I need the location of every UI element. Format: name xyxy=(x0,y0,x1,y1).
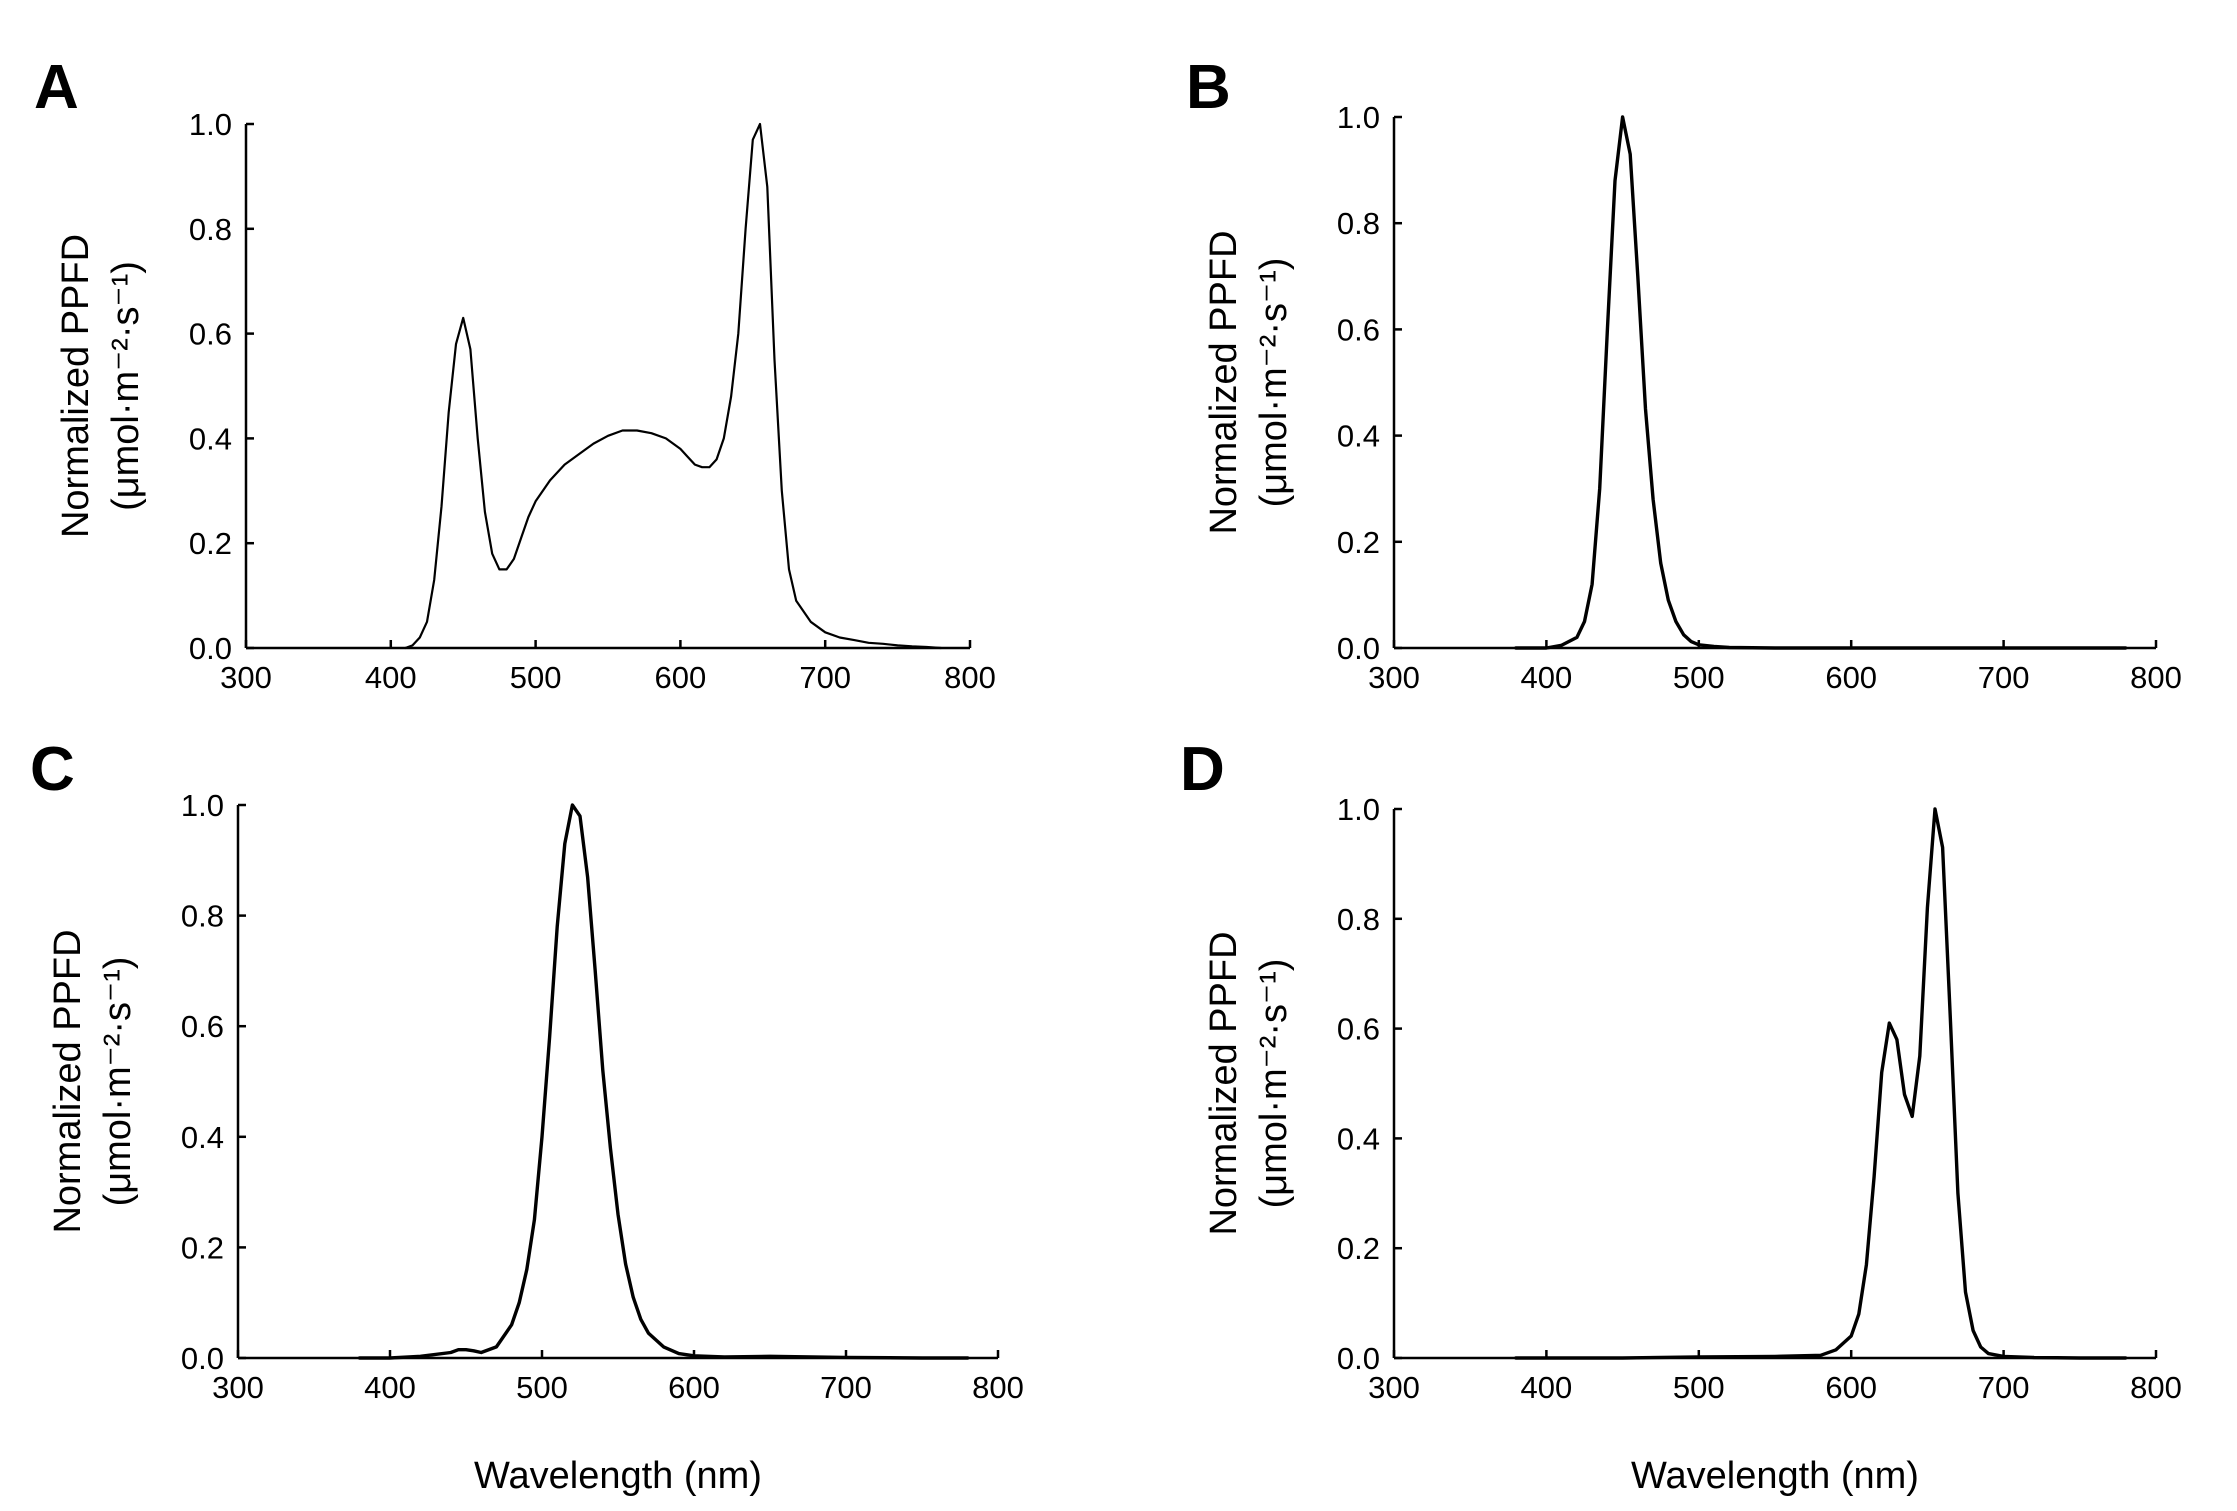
x-tick-label: 700 xyxy=(799,660,851,695)
y-tick-label: 0.8 xyxy=(1337,206,1380,241)
series-line xyxy=(357,803,970,1360)
x-tick-label: 800 xyxy=(2130,660,2182,695)
y-tick-label: 0.6 xyxy=(1337,1012,1380,1047)
panel-letter: C xyxy=(30,735,75,804)
y-tick-label: 0.4 xyxy=(189,421,232,456)
panel-b: B 0.0 0.2 0.4 0.6 0.8 1.0 300 400 500 600 700 800 Nor… xyxy=(1186,53,2182,695)
y-tick-label: 0.2 xyxy=(1337,1231,1380,1266)
y-axis-title: Normalized PPFD xyxy=(47,929,89,1233)
y-axis-title: Normalized PPFD xyxy=(55,234,97,538)
y-tick-label: 1.0 xyxy=(1337,100,1380,135)
x-tick-label: 700 xyxy=(1978,660,2030,695)
y-tick-label: 0.8 xyxy=(1337,902,1380,937)
x-tick-label: 600 xyxy=(1825,660,1877,695)
y-tick-label: 0.6 xyxy=(181,1009,224,1044)
panel-d: D 0.0 0.2 0.4 0.6 0.8 1.0 300 400 500 600 700 800 Nor… xyxy=(1180,735,2182,1497)
y-tick-label: 0.2 xyxy=(1337,525,1380,560)
x-axis-title: Wavelength (nm) xyxy=(1631,1455,1919,1497)
y-tick-label: 0.6 xyxy=(1337,312,1380,347)
x-tick-label: 600 xyxy=(655,660,707,695)
y-tick-label: 1.0 xyxy=(181,788,224,823)
y-axis-unit: (μmol·m⁻²·s⁻¹) xyxy=(97,957,139,1207)
x-tick-label: 300 xyxy=(212,1370,264,1405)
x-tick-label: 300 xyxy=(1368,660,1420,695)
x-tick-label: 800 xyxy=(2130,1370,2182,1405)
y-axis-title: Normalized PPFD xyxy=(1203,931,1245,1235)
x-tick-label: 600 xyxy=(668,1370,720,1405)
x-tick-label: 500 xyxy=(1673,660,1725,695)
x-tick-label: 300 xyxy=(220,660,272,695)
series-line xyxy=(1514,115,2128,650)
y-axis-unit: (μmol·m⁻²·s⁻¹) xyxy=(1253,258,1295,508)
series-line xyxy=(1514,807,2128,1360)
y-axis-title: Normalized PPFD xyxy=(1203,230,1245,534)
y-axis-unit: (μmol·m⁻²·s⁻¹) xyxy=(105,261,147,511)
y-tick-label: 0.4 xyxy=(1337,419,1380,454)
y-tick-label: 0.2 xyxy=(181,1230,224,1265)
y-tick-label: 1.0 xyxy=(189,107,232,142)
x-tick-label: 400 xyxy=(1521,1370,1573,1405)
y-tick-label: 0.0 xyxy=(1337,631,1380,666)
y-axis-unit: (μmol·m⁻²·s⁻¹) xyxy=(1253,959,1295,1209)
x-tick-label: 600 xyxy=(1825,1370,1877,1405)
panel-letter: B xyxy=(1186,53,1231,122)
x-tick-label: 500 xyxy=(510,660,562,695)
y-tick-label: 0.0 xyxy=(1337,1341,1380,1376)
panel-a: A 0.0 0.2 0.4 0.6 0.8 1.0 300 400 500 600 700 800 Nor… xyxy=(34,53,996,695)
y-tick-label: 0.0 xyxy=(189,631,232,666)
y-tick-label: 0.4 xyxy=(1337,1121,1380,1156)
y-tick-label: 0.2 xyxy=(189,526,232,561)
y-tick-label: 0.0 xyxy=(181,1341,224,1376)
x-tick-label: 400 xyxy=(364,1370,416,1405)
series-line xyxy=(404,122,943,650)
y-tick-label: 0.8 xyxy=(189,212,232,247)
x-tick-label: 500 xyxy=(516,1370,568,1405)
x-tick-label: 800 xyxy=(944,660,996,695)
y-tick-label: 0.4 xyxy=(181,1120,224,1155)
y-tick-label: 0.6 xyxy=(189,317,232,352)
panel-letter: D xyxy=(1180,735,1225,804)
panel-c: C 0.0 0.2 0.4 0.6 0.8 1.0 300 400 500 600 700 800 Nor… xyxy=(30,735,1024,1497)
y-tick-label: 0.8 xyxy=(181,899,224,934)
x-axis-title: Wavelength (nm) xyxy=(474,1455,762,1497)
panel-letter: A xyxy=(34,53,79,122)
x-tick-label: 800 xyxy=(972,1370,1024,1405)
x-tick-label: 500 xyxy=(1673,1370,1725,1405)
x-tick-label: 400 xyxy=(1521,660,1573,695)
x-tick-label: 400 xyxy=(365,660,417,695)
x-tick-label: 300 xyxy=(1368,1370,1420,1405)
x-tick-label: 700 xyxy=(1978,1370,2030,1405)
y-tick-label: 1.0 xyxy=(1337,792,1380,827)
x-tick-label: 700 xyxy=(820,1370,872,1405)
